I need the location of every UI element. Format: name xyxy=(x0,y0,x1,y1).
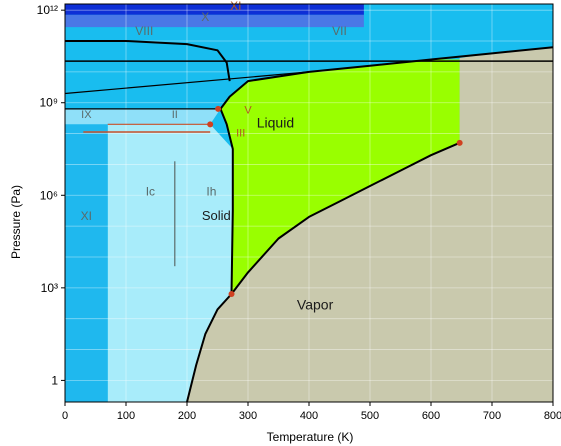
region-label-xi: XI xyxy=(81,209,92,223)
x-tick-label: 800 xyxy=(544,410,561,422)
triple-point xyxy=(215,105,222,112)
y-axis-label: Pressure (Pa) xyxy=(9,185,23,259)
x-tick-label: 700 xyxy=(483,410,501,422)
region-label-vii: VII xyxy=(332,24,347,38)
melting-curve xyxy=(219,46,554,295)
x-tick-label: 300 xyxy=(239,410,257,422)
triple-point xyxy=(228,291,235,298)
y-tick-label: 10³ xyxy=(41,281,58,295)
region-label-ih: Ih xyxy=(206,184,216,198)
y-tick-label: 10¹² xyxy=(37,3,58,17)
triple-point xyxy=(456,139,463,146)
region-xi-high xyxy=(65,4,364,15)
y-tick-label: 10⁹ xyxy=(40,96,59,110)
region-label-xi-high: XI xyxy=(230,0,241,13)
region-label-vapor: Vapor xyxy=(297,296,334,312)
region-xi xyxy=(65,124,108,403)
x-tick-label: 600 xyxy=(422,410,440,422)
region-label-solid: Solid xyxy=(202,208,231,223)
axes: 0 100 200 300 400 500 600 700 800 1 10³ 10⁶ 10⁹ 10¹² xyxy=(37,3,561,422)
triple-point xyxy=(207,121,214,128)
grid-lines xyxy=(65,4,553,402)
ice-vii-viii-boundary xyxy=(65,40,231,82)
y-tick-label: 10⁶ xyxy=(40,188,58,202)
region-label-ix: IX xyxy=(81,109,92,121)
region-x xyxy=(65,14,364,28)
x-tick-label: 500 xyxy=(361,410,379,422)
triple-points xyxy=(207,105,463,298)
region-label-ic: Ic xyxy=(146,184,155,198)
x-tick-label: 400 xyxy=(300,410,318,422)
vaporization-curve xyxy=(230,141,461,295)
region-label-ii: II xyxy=(172,109,178,121)
region-label-liquid: Liquid xyxy=(257,114,294,130)
region-supercritical xyxy=(459,47,553,143)
region-label-iii: III xyxy=(236,128,245,140)
region-ih xyxy=(107,124,233,403)
sublimation-curve xyxy=(186,293,233,403)
region-liquid xyxy=(220,59,460,294)
region-ix xyxy=(65,108,221,125)
x-tick-label: 200 xyxy=(178,410,196,422)
x-tick-label: 100 xyxy=(117,410,135,422)
x-axis-label: Temperature (K) xyxy=(267,430,354,444)
region-label-v: V xyxy=(244,105,252,117)
region-label-x: X xyxy=(201,10,209,24)
region-label-viii: VIII xyxy=(135,24,153,38)
x-tick-label: 0 xyxy=(62,410,68,422)
phase-boundaries xyxy=(64,40,554,403)
ice-vi-boundary xyxy=(64,71,310,95)
y-tick-label: 1 xyxy=(51,373,58,387)
